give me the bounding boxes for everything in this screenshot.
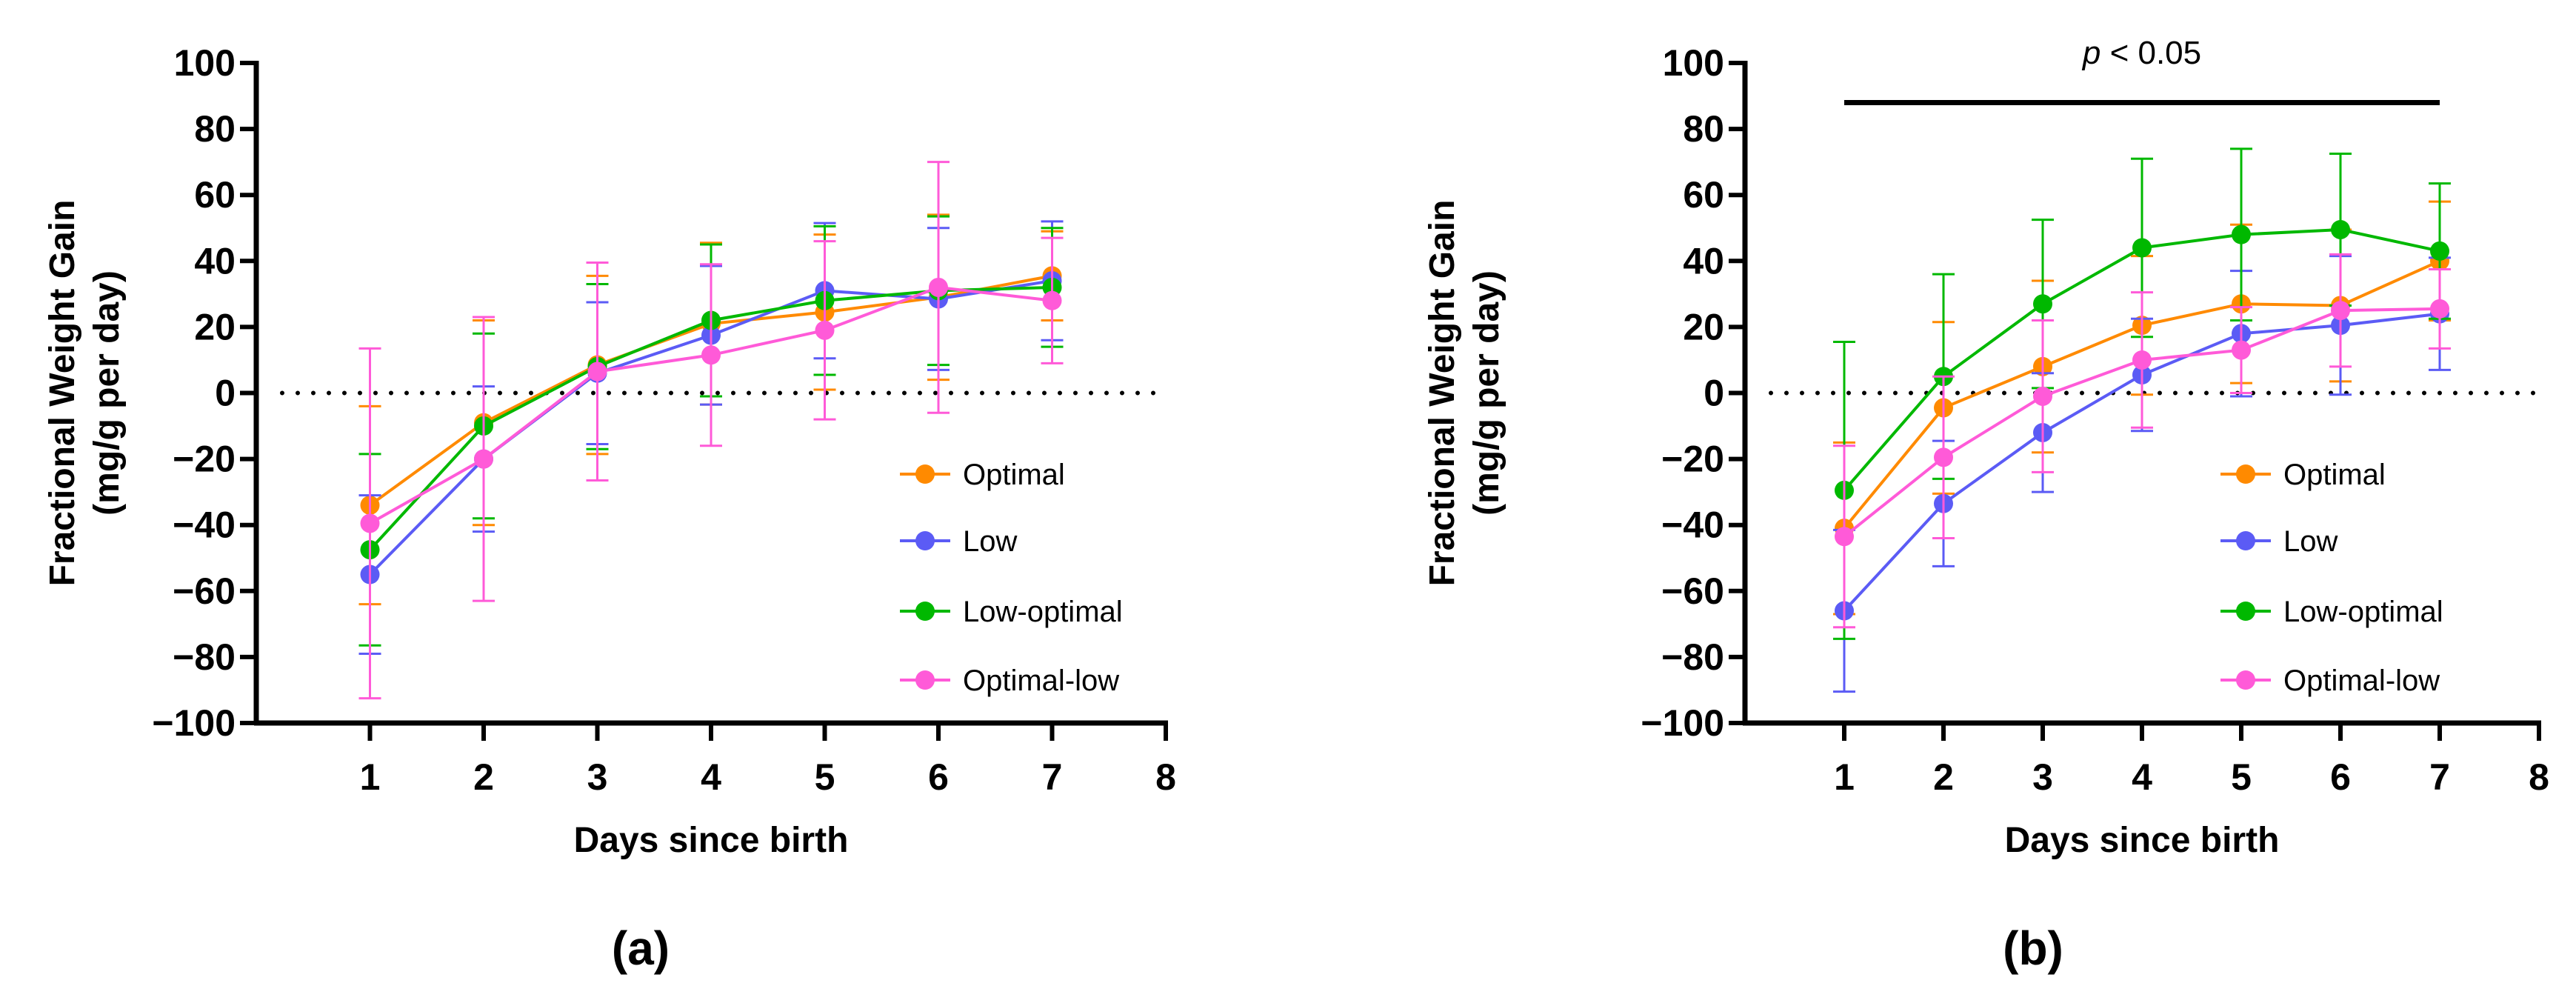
series-optimal-low [358, 161, 1064, 700]
x-tick-label: 4 [701, 756, 721, 798]
x-tick-label: 7 [2429, 756, 2450, 798]
y-axis-title: Fractional Weight Gain [1423, 200, 1462, 587]
data-point [1835, 527, 1854, 547]
x-tick-label: 5 [815, 756, 835, 798]
x-tick-label: 3 [587, 756, 608, 798]
y-axis-title-units: (mg/g per day) [1467, 270, 1506, 516]
legend-item: Low-optimal [900, 596, 1123, 628]
x-tick-label: 8 [1155, 756, 1176, 798]
y-tick-label: 80 [1683, 108, 1724, 150]
legend-item: Low-optimal [2220, 596, 2443, 628]
data-point [2232, 340, 2251, 360]
x-tick-label: 2 [1933, 756, 1954, 798]
y-tick-label: 40 [1683, 240, 1724, 282]
y-tick-label: 0 [215, 373, 236, 414]
y-tick-label: −40 [1661, 504, 1724, 546]
x-axis-title: Days since birth [2005, 821, 2280, 860]
y-tick-label: 20 [1683, 306, 1724, 347]
legend-label: Low [2283, 525, 2338, 558]
y-tick-label: 20 [194, 306, 236, 347]
y-tick-label: −40 [173, 504, 236, 546]
y-tick-label: −80 [173, 636, 236, 678]
data-point [474, 449, 493, 469]
data-point [2232, 224, 2251, 244]
x-axis-title: Days since birth [574, 821, 849, 860]
x-tick-label: 1 [1834, 756, 1855, 798]
legend-marker [2236, 602, 2255, 621]
y-tick-label: 0 [1704, 373, 1724, 414]
y-tick-label: −100 [152, 702, 236, 744]
y-tick-label: 80 [194, 108, 236, 150]
legend-label: Low [963, 525, 1017, 558]
data-point [2331, 301, 2350, 321]
legend-item: Optimal-low [2220, 664, 2440, 697]
data-point [2331, 219, 2350, 239]
x-tick-label: 7 [1042, 756, 1063, 798]
legend-marker [915, 531, 935, 550]
legend-marker [2236, 531, 2255, 550]
data-point [1934, 447, 1953, 467]
legend-label: Optimal [2283, 459, 2386, 491]
legend-item: Low [2220, 525, 2338, 558]
data-point [2033, 386, 2052, 406]
data-point [2132, 238, 2152, 258]
p-threshold: < 0.05 [2100, 35, 2201, 71]
data-point [2430, 299, 2449, 319]
panel-a: 100 80 60 40 20 0 −20 −40 −60 −80 −100 1 2 3 4 5 6 7 8 Days… [43, 42, 1176, 975]
y-tick-label: −20 [173, 439, 236, 480]
x-tick-label: 3 [2032, 756, 2053, 798]
x-tick-label: 6 [928, 756, 949, 798]
y-tick-label: 60 [194, 174, 236, 216]
legend-label: Optimal [963, 459, 1065, 491]
x-tick-label: 1 [360, 756, 381, 798]
y-tick-label: −60 [173, 570, 236, 612]
legend-item: Optimal [900, 459, 1065, 491]
x-tick-label: 2 [473, 756, 494, 798]
panel-label: (b) [2003, 922, 2063, 975]
x-tick-label: 4 [2132, 756, 2152, 798]
legend-label: Low-optimal [963, 596, 1123, 628]
panel-label: (a) [612, 922, 670, 975]
legend-label: Optimal-low [2283, 664, 2440, 697]
series-optimal-low [1833, 253, 2451, 629]
legend-marker [915, 464, 935, 484]
x-tick-label: 5 [2231, 756, 2252, 798]
legend-marker [915, 602, 935, 621]
y-tick-label: −20 [1661, 439, 1724, 480]
y-tick-label: −60 [1661, 570, 1724, 612]
significance-label: p < 0.05 [2081, 35, 2201, 71]
y-axis-title-units: (mg/g per day) [87, 270, 127, 516]
legend-item: Low [900, 525, 1017, 558]
data-point [2132, 350, 2152, 370]
x-tick-label: 6 [2330, 756, 2351, 798]
legend-marker [915, 670, 935, 690]
data-point [815, 320, 835, 340]
data-point [587, 362, 607, 382]
y-tick-label: 40 [194, 240, 236, 282]
data-point [2430, 241, 2449, 261]
legend-label: Optimal-low [963, 664, 1119, 697]
data-point [701, 345, 721, 365]
p-symbol: p [2081, 35, 2100, 71]
data-point [929, 277, 948, 297]
y-tick-label: −100 [1641, 702, 1724, 744]
data-point [1042, 290, 1062, 310]
legend-item: Optimal [2220, 459, 2386, 491]
y-tick-label: −80 [1661, 636, 1724, 678]
legend-item: Optimal-low [900, 664, 1119, 697]
y-tick-label: 100 [174, 42, 236, 84]
legend-marker [2236, 464, 2255, 484]
legend-marker [2236, 670, 2255, 690]
data-point [2033, 294, 2052, 314]
data-point [360, 513, 380, 533]
y-axis-title: Fractional Weight Gain [43, 200, 82, 587]
legend-label: Low-optimal [2283, 596, 2443, 628]
x-tick-label: 8 [2529, 756, 2549, 798]
y-tick-label: 100 [1663, 42, 1724, 84]
y-tick-label: 60 [1683, 174, 1724, 216]
panel-b: 100 80 60 40 20 0 −20 −40 −60 −80 −100 1 2 3 4 5 6 7 8 Days… [1423, 35, 2549, 975]
